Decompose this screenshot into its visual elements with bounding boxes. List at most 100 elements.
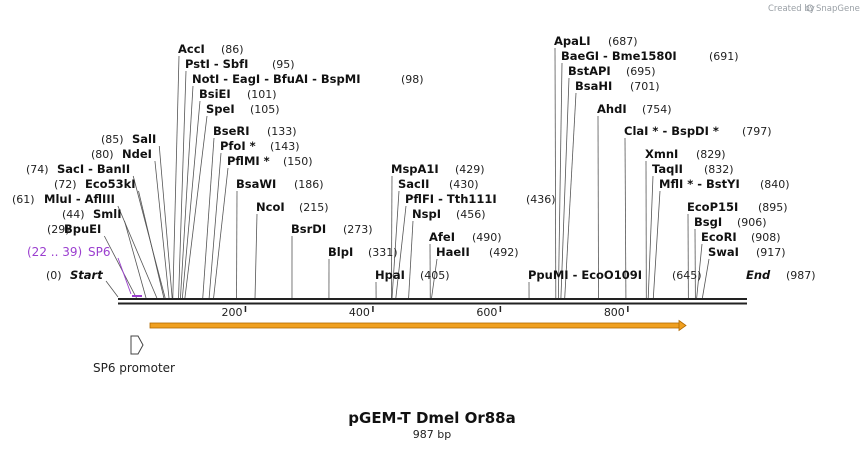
site-leader-14	[208, 152, 222, 299]
site-position-10: (98)	[401, 73, 424, 86]
orf-arrow[interactable]	[149, 319, 687, 332]
site-leader-21	[390, 175, 393, 299]
site-label-33[interactable]: ClaI * - BspDI *	[624, 124, 719, 138]
site-leader-lines	[103, 47, 710, 299]
site-position-4: (72)	[54, 178, 77, 191]
site-position-34: (829)	[696, 148, 726, 161]
site-label-17[interactable]: NcoI	[256, 200, 285, 214]
site-label-30[interactable]: BstAPI	[568, 64, 611, 78]
site-label-35[interactable]: TaqII	[652, 162, 683, 176]
sp6-promoter-feature[interactable]	[130, 335, 144, 355]
site-position-7: (85)	[101, 133, 124, 146]
site-leader-13	[202, 137, 215, 299]
site-label-20[interactable]: HpaI	[375, 268, 405, 282]
site-label-32[interactable]: AhdI	[597, 102, 627, 116]
site-position-16: (186)	[294, 178, 324, 191]
site-position-5: (74)	[26, 163, 49, 176]
ruler-tick-label-3: 600	[476, 306, 497, 319]
site-label-2[interactable]: SmlI	[93, 207, 122, 221]
site-label-1[interactable]: BpuEI	[64, 222, 101, 236]
site-position-9: (95)	[272, 58, 295, 71]
site-label-22[interactable]: SacII	[398, 177, 429, 191]
site-position-2: (44)	[62, 208, 85, 221]
site-position-13: (133)	[267, 125, 297, 138]
site-label-14[interactable]: PfoI *	[220, 139, 256, 153]
site-position-36: (840)	[760, 178, 790, 191]
ruler-tick-label-2: 400	[349, 306, 370, 319]
site-leader-22	[391, 190, 400, 299]
site-position-8: (86)	[221, 43, 244, 56]
site-leader-39	[696, 243, 703, 299]
site-leader-11	[181, 100, 201, 299]
site-label-10[interactable]: NotI - EagI - BfuAI - BspMI	[192, 72, 360, 86]
site-position-31: (701)	[630, 80, 660, 93]
site-position-33: (797)	[742, 125, 772, 138]
site-leader-36	[652, 190, 661, 299]
site-position-3: (61)	[12, 193, 35, 206]
site-leader-8	[172, 55, 180, 299]
watermark-brand: SnapGene	[816, 4, 860, 14]
site-position-18: (273)	[343, 223, 373, 236]
site-leader-15	[213, 167, 229, 299]
site-position-29: (691)	[709, 50, 739, 63]
site-position-11: (101)	[247, 88, 277, 101]
site-position-6: (80)	[91, 148, 114, 161]
promoter-arrow-icon	[130, 335, 144, 355]
site-label-26[interactable]: HaeII	[436, 245, 470, 259]
site-label-37[interactable]: EcoP15I	[687, 200, 738, 214]
site-label-19[interactable]: BlpI	[328, 245, 353, 259]
site-label-8[interactable]: AccI	[178, 42, 205, 56]
site-label-38[interactable]: BsgI	[694, 215, 722, 229]
site-label-28[interactable]: ApaLI	[554, 34, 591, 48]
sp6-primer-position: (22 .. 39)	[27, 245, 82, 259]
site-label-9[interactable]: PstI - SbfI	[185, 57, 248, 71]
site-leader-26	[431, 258, 438, 299]
site-label-39[interactable]: EcoRI	[701, 230, 737, 244]
site-position-12: (105)	[250, 103, 280, 116]
site-leader-10	[180, 85, 194, 299]
site-label-7[interactable]: SalI	[132, 132, 156, 146]
site-position-15: (150)	[283, 155, 313, 168]
site-leader-12	[184, 115, 208, 299]
site-label-40[interactable]: SwaI	[708, 245, 739, 259]
ruler-tick-label-4: 800	[604, 306, 625, 319]
site-leader-40	[701, 258, 710, 299]
site-label-27[interactable]: PpuMI - EcoO109I	[528, 268, 642, 282]
site-label-25[interactable]: AfeI	[429, 230, 455, 244]
site-leader-30	[560, 77, 570, 299]
site-label-29[interactable]: BaeGI - Bme1580I	[561, 49, 677, 63]
site-position-40: (917)	[756, 246, 786, 259]
site-position-20: (405)	[420, 269, 450, 282]
site-label-18[interactable]: BsrDI	[291, 222, 326, 236]
site-label-16[interactable]: BsaWI	[236, 177, 276, 191]
site-label-31[interactable]: BsaHI	[575, 79, 612, 93]
site-label-12[interactable]: SpeI	[206, 102, 235, 116]
sp6-primer-label[interactable]: SP6	[88, 245, 111, 259]
site-label-21[interactable]: MspA1I	[391, 162, 439, 176]
plasmid-size: 987 bp	[413, 428, 451, 441]
site-label-34[interactable]: XmnI	[645, 147, 678, 161]
site-leader-6	[154, 160, 170, 299]
site-position-24: (456)	[456, 208, 486, 221]
site-label-6[interactable]: NdeI	[122, 147, 152, 161]
site-label-11[interactable]: BsiEI	[199, 87, 231, 101]
site-position-35: (832)	[704, 163, 734, 176]
site-labels: BpuEI(29) SmlI (44) MluI - AflIII (61) Eco53k…	[12, 34, 790, 282]
site-position-14: (143)	[270, 140, 300, 153]
site-label-13[interactable]: BseRI	[213, 124, 250, 138]
site-label-5[interactable]: SacI - BanII	[57, 162, 130, 176]
site-label-36[interactable]: MflI * - BstYI	[659, 177, 740, 191]
site-label-15[interactable]: PflMI *	[227, 154, 270, 168]
start-label: Start	[70, 268, 103, 282]
site-leader-31	[564, 92, 577, 299]
site-label-3[interactable]: MluI - AflIII	[44, 192, 115, 206]
site-position-32: (754)	[642, 103, 672, 116]
sp6-primer-mark[interactable]	[132, 295, 142, 297]
site-label-23[interactable]: PflFI - Tth111I	[405, 192, 497, 206]
site-label-24[interactable]: NspI	[412, 207, 441, 221]
site-position-28: (687)	[608, 35, 638, 48]
site-label-4[interactable]: Eco53kI	[85, 177, 136, 191]
sp6-promoter-label[interactable]: SP6 promoter	[93, 361, 175, 375]
